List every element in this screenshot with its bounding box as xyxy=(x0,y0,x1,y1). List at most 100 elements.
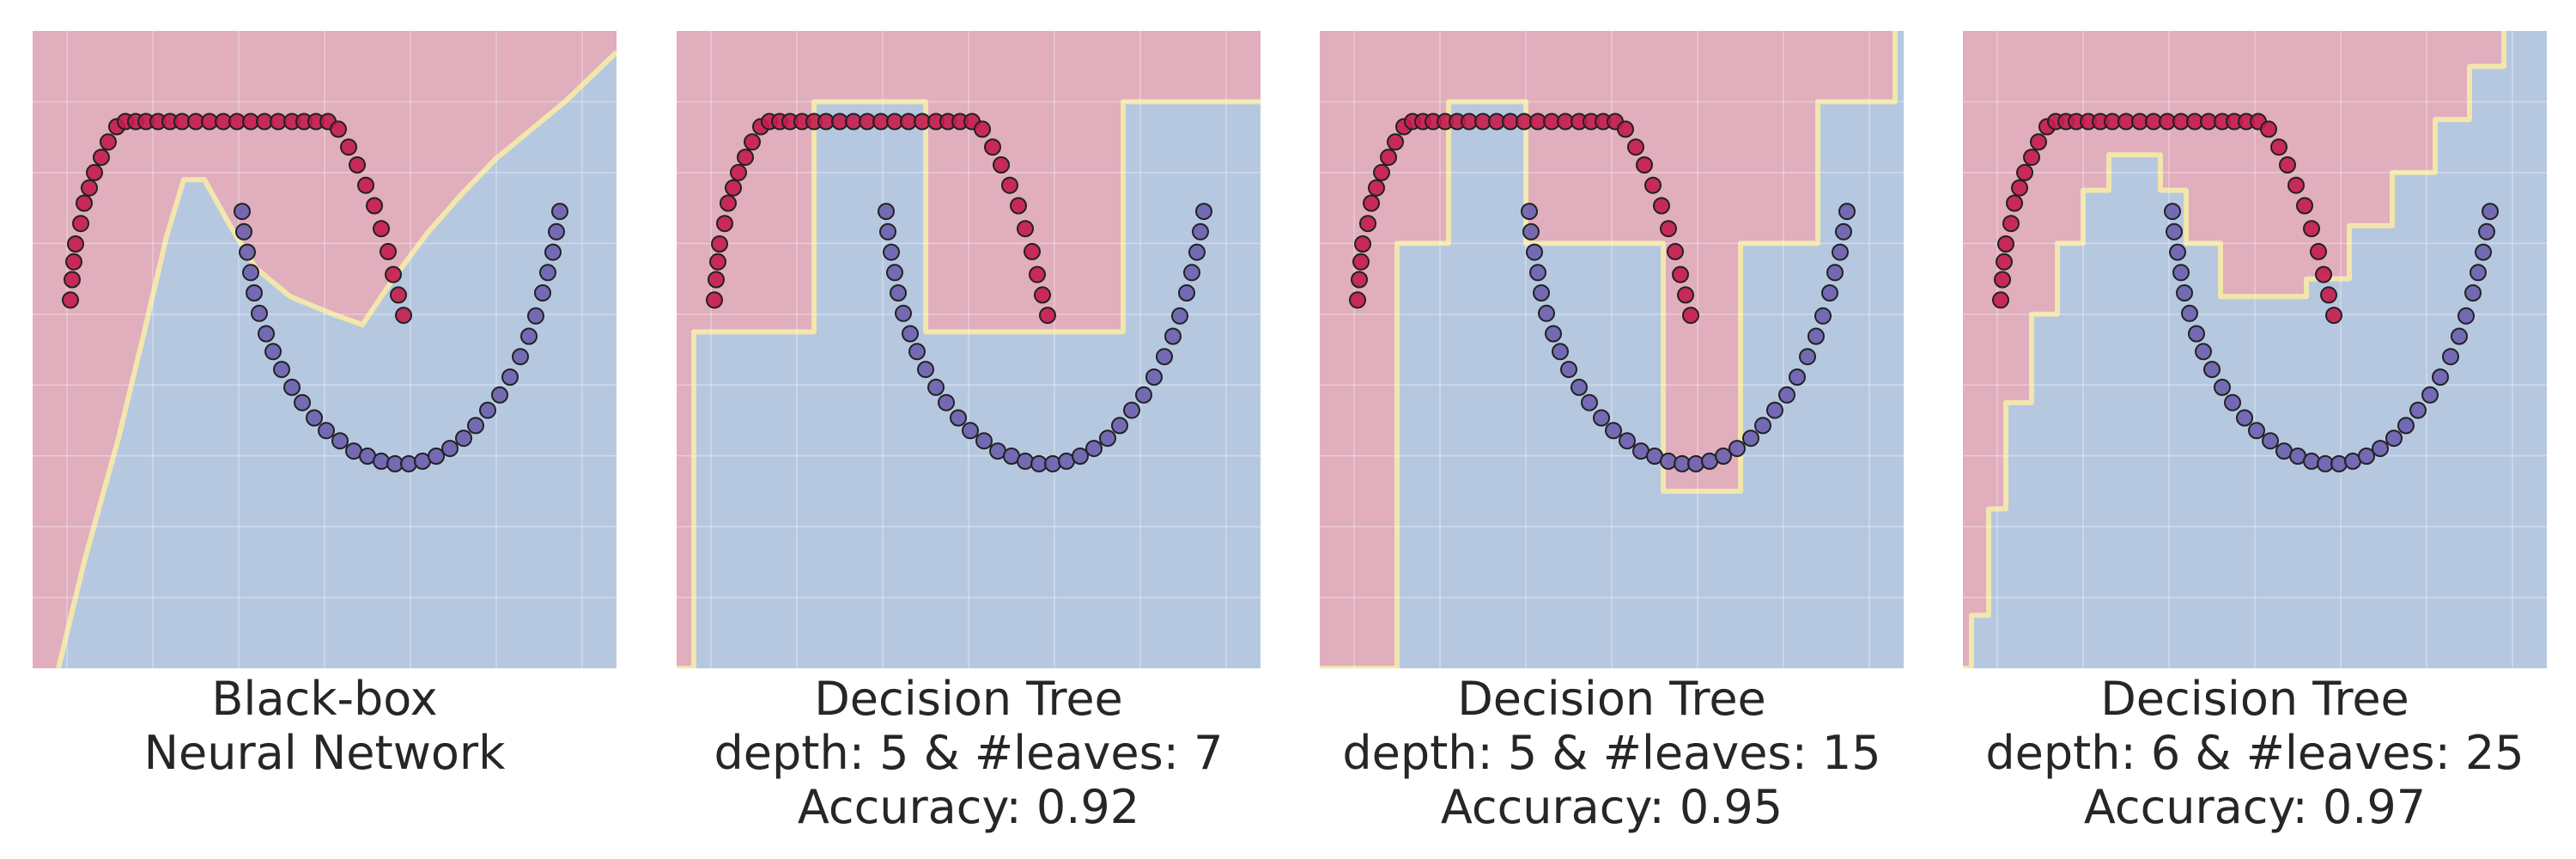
point-class-0 xyxy=(76,194,93,212)
point-class-1 xyxy=(331,432,349,450)
plot-area xyxy=(1320,31,1904,668)
point-class-1 xyxy=(2172,264,2190,282)
point-class-1 xyxy=(512,348,529,366)
point-class-1 xyxy=(491,386,508,404)
point-class-0 xyxy=(2260,120,2277,138)
point-class-1 xyxy=(1807,327,1825,345)
point-class-1 xyxy=(895,304,912,322)
point-class-1 xyxy=(2181,304,2198,322)
point-class-1 xyxy=(539,264,556,282)
point-class-0 xyxy=(716,215,733,233)
point-class-0 xyxy=(1029,265,1046,283)
point-class-1 xyxy=(1619,432,1636,450)
point-class-1 xyxy=(1164,327,1182,345)
point-class-1 xyxy=(1533,284,1550,302)
point-class-1 xyxy=(479,401,496,419)
decision-boundary-plot xyxy=(1963,31,2547,668)
point-class-1 xyxy=(294,393,311,411)
decision-boundary xyxy=(677,99,1261,668)
point-class-0 xyxy=(2270,138,2287,156)
point-class-1 xyxy=(1552,343,1569,361)
point-class-0 xyxy=(1672,265,1689,283)
point-class-1 xyxy=(1728,440,1746,458)
point-class-1 xyxy=(2475,243,2492,261)
point-class-1 xyxy=(2262,432,2279,450)
point-class-1 xyxy=(1826,264,1844,282)
point-class-0 xyxy=(1682,307,1699,325)
point-class-0 xyxy=(64,271,81,289)
point-class-0 xyxy=(2287,176,2305,194)
point-class-0 xyxy=(1653,197,1670,215)
point-class-1 xyxy=(1778,386,1795,404)
point-class-1 xyxy=(306,409,323,427)
point-class-0 xyxy=(385,265,402,283)
point-class-0 xyxy=(1996,253,2013,271)
point-class-0 xyxy=(1368,179,1385,197)
point-class-0 xyxy=(1352,253,1370,271)
chart-panel-neural-network xyxy=(33,31,617,668)
point-class-1 xyxy=(1192,222,1209,241)
point-class-1 xyxy=(2442,348,2459,366)
point-class-1 xyxy=(2195,343,2212,361)
point-class-1 xyxy=(1178,284,1195,302)
point-class-1 xyxy=(1135,386,1152,404)
point-class-1 xyxy=(242,264,259,282)
point-class-1 xyxy=(318,422,335,440)
point-class-1 xyxy=(239,243,256,261)
point-class-0 xyxy=(984,138,1001,156)
point-class-0 xyxy=(1627,138,1644,156)
point-class-1 xyxy=(527,307,544,325)
point-class-0 xyxy=(1034,286,1051,304)
point-class-0 xyxy=(2315,265,2332,283)
caption-line: Decision Tree xyxy=(814,672,1123,726)
chart-caption: Black-box Neural Network xyxy=(0,672,651,780)
point-class-0 xyxy=(1039,307,1056,325)
plot-area xyxy=(677,31,1261,668)
point-class-1 xyxy=(544,243,562,261)
point-class-0 xyxy=(2296,197,2313,215)
point-class-1 xyxy=(1799,348,1816,366)
decision-boundary-plot xyxy=(677,31,1261,668)
point-class-1 xyxy=(1188,243,1206,261)
point-class-0 xyxy=(390,286,407,304)
caption-line: Decision Tree xyxy=(1457,672,1766,726)
point-class-0 xyxy=(1354,235,1371,253)
point-class-1 xyxy=(1545,325,1562,343)
point-class-1 xyxy=(878,203,895,221)
point-class-0 xyxy=(2325,307,2342,325)
point-class-1 xyxy=(938,393,955,411)
point-class-1 xyxy=(2166,222,2183,241)
point-class-1 xyxy=(1593,409,1610,427)
point-class-1 xyxy=(1715,448,1732,465)
point-class-1 xyxy=(235,222,252,241)
point-class-0 xyxy=(1351,271,1368,289)
chart-panel-tree-15-leaves xyxy=(1320,31,1904,668)
point-class-0 xyxy=(62,291,79,309)
point-class-1 xyxy=(1835,222,1852,241)
point-class-1 xyxy=(548,222,565,241)
chart-caption: Decision Tree depth: 5 & #leaves: 7 Accu… xyxy=(642,672,1295,834)
point-class-1 xyxy=(902,325,919,343)
point-class-0 xyxy=(744,133,761,151)
chart-panel-tree-25-leaves xyxy=(1963,31,2547,668)
point-class-1 xyxy=(2372,440,2389,458)
point-class-1 xyxy=(927,378,945,396)
point-class-0 xyxy=(2030,133,2047,151)
point-class-1 xyxy=(1814,307,1832,325)
caption-line: depth: 5 & #leaves: 15 xyxy=(1342,726,1881,780)
point-class-1 xyxy=(441,440,459,458)
point-class-0 xyxy=(1387,133,1404,151)
point-class-1 xyxy=(234,203,251,221)
point-class-1 xyxy=(2303,452,2320,470)
chart-caption: Decision Tree depth: 5 & #leaves: 15 Acc… xyxy=(1285,672,1938,834)
point-class-1 xyxy=(2397,417,2415,435)
point-class-0 xyxy=(373,220,390,238)
point-class-0 xyxy=(1660,220,1677,238)
point-class-0 xyxy=(2320,286,2337,304)
point-class-1 xyxy=(962,422,979,440)
caption-line: depth: 6 & #leaves: 25 xyxy=(1985,726,2524,780)
point-class-0 xyxy=(357,176,374,194)
point-class-1 xyxy=(1560,361,1577,379)
point-class-1 xyxy=(2188,325,2205,343)
point-class-0 xyxy=(1001,176,1018,194)
